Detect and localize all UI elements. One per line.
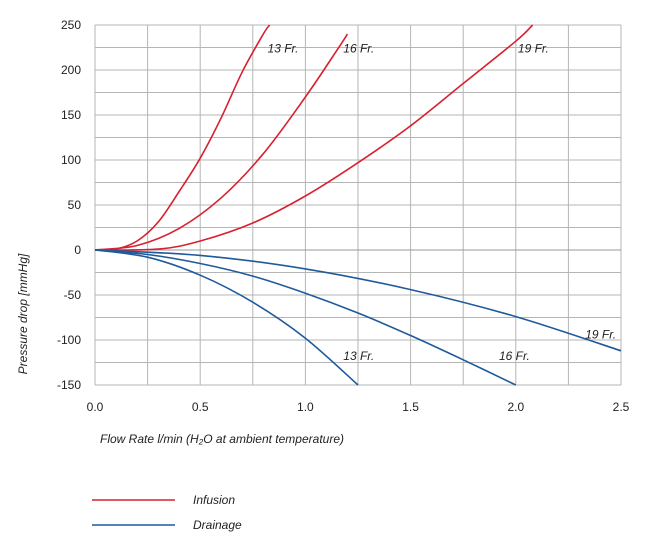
x-tick-label: 0.5 — [192, 400, 209, 414]
series-lines — [94, 24, 622, 386]
y-tick-label: -150 — [57, 378, 81, 392]
y-tick-label: 150 — [61, 108, 81, 122]
legend: Infusion Drainage — [92, 493, 242, 532]
y-tick-label: 250 — [61, 18, 81, 32]
y-tick-label: 0 — [74, 243, 81, 257]
y-axis-title: Pressure drop [mmHg] — [16, 253, 30, 374]
x-axis-title: Flow Rate l/min (H₂O at ambient temperat… — [100, 432, 344, 446]
y-tick-label: 100 — [61, 153, 81, 167]
x-tick-label: 0.0 — [87, 400, 104, 414]
series-line-drainage-19-fr — [94, 249, 622, 352]
curve-label-infusion-1: 16 Fr. — [343, 41, 374, 55]
x-tick-label: 2.5 — [613, 400, 630, 414]
series-line-infusion-19-fr — [94, 24, 534, 251]
series-line-infusion-16-fr — [94, 33, 349, 251]
y-tick-label: 50 — [68, 198, 82, 212]
grid-lines — [94, 24, 622, 386]
series-line-drainage-13-fr — [94, 249, 359, 386]
y-tick-label: 200 — [61, 63, 81, 77]
series-line-drainage-16-fr — [94, 249, 517, 386]
x-tick-label: 1.0 — [297, 400, 314, 414]
curve-label-drainage-5: 19 Fr. — [585, 328, 616, 342]
legend-label-drainage: Drainage — [193, 518, 242, 532]
series-line-infusion-13-fr — [94, 24, 271, 251]
y-tick-label: -50 — [64, 288, 82, 302]
x-tick-label: 2.0 — [507, 400, 524, 414]
y-tick-label: -100 — [57, 333, 81, 347]
x-tick-label: 1.5 — [402, 400, 419, 414]
legend-label-infusion: Infusion — [193, 493, 235, 507]
curve-labels: 13 Fr. 16 Fr. 19 Fr. 13 Fr. 16 Fr. 19 Fr. — [268, 41, 617, 363]
curve-label-drainage-4: 16 Fr. — [499, 349, 530, 363]
curve-label-infusion-0: 13 Fr. — [268, 41, 299, 55]
curve-label-drainage-3: 13 Fr. — [343, 349, 374, 363]
curve-label-infusion-2: 19 Fr. — [518, 41, 549, 55]
tick-labels: 250 200 150 100 50 0 -50 -100 -150 0.0 0.5 1.0 1.5 2.… — [57, 18, 630, 414]
